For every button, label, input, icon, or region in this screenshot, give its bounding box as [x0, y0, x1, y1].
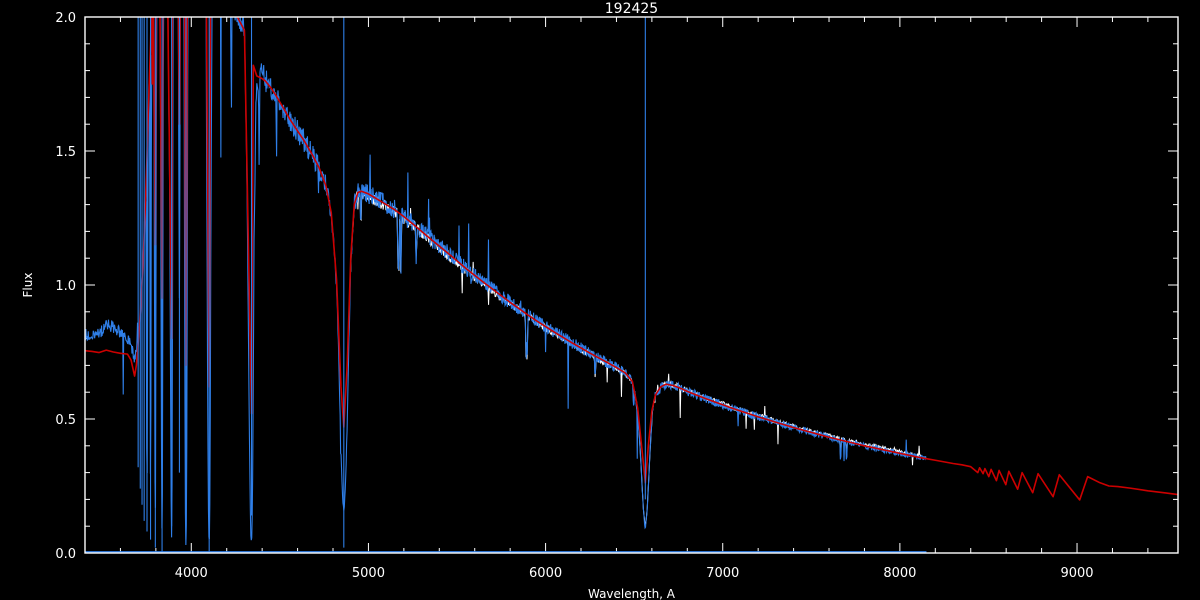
y-tick-label: 1.5 [55, 145, 76, 160]
y-tick-label: 1.0 [55, 279, 76, 294]
data-series [85, 17, 1178, 553]
axis-frame [84, 16, 1179, 554]
y-tick-label: 2.0 [55, 11, 76, 26]
x-tick-label: 8000 [883, 566, 916, 581]
x-tick-label: 9000 [1060, 566, 1093, 581]
absorption-line-cores [137, 17, 646, 553]
y-axis-label: Flux [21, 273, 35, 298]
plot-frame [84, 16, 1179, 554]
x-tick-label: 7000 [706, 566, 739, 581]
y-tick-label: 0.5 [55, 413, 76, 428]
axis-labels: 4000 5000 6000 7000 8000 9000 0.0 0.5 1.0 1.5 2.0 W… [21, 1, 1094, 600]
x-tick-label: 4000 [175, 566, 208, 581]
y-tick-label: 0.0 [55, 547, 76, 562]
x-axis-label: Wavelength, A [588, 587, 676, 600]
plot-title: 192425 [605, 1, 658, 17]
x-tick-label: 6000 [529, 566, 562, 581]
x-tick-label: 5000 [352, 566, 385, 581]
